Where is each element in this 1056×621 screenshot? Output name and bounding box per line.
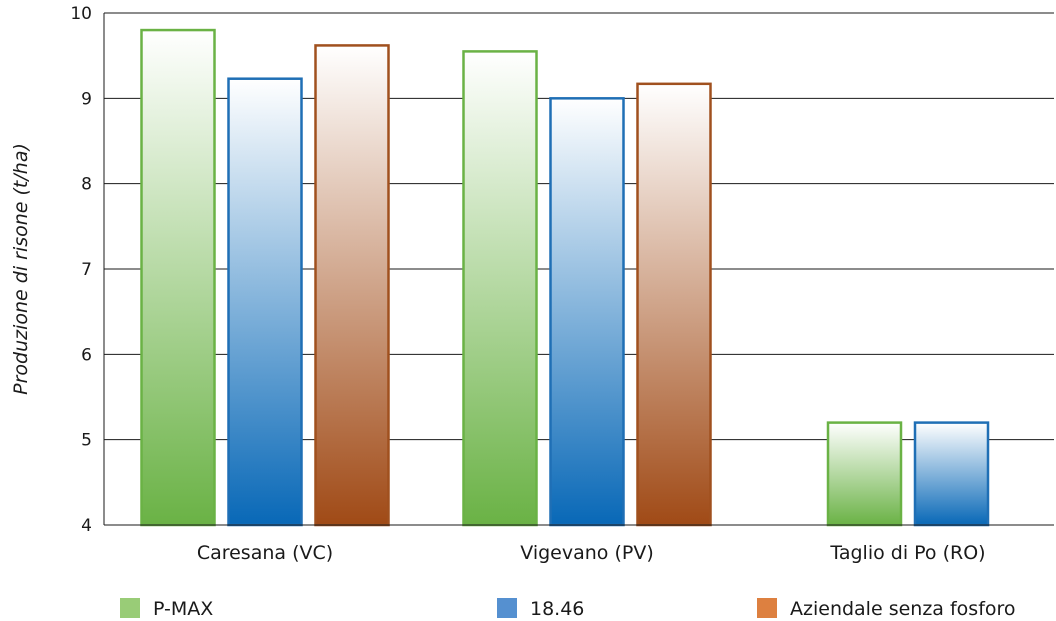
y-tick-label: 9 [81, 89, 92, 109]
legend-swatch [497, 598, 517, 618]
legend-swatch [757, 598, 777, 618]
bar-p-max-2 [462, 50, 538, 527]
bar-18-46-3 [913, 421, 990, 527]
bar-p-max-1 [140, 28, 216, 527]
bar-18-46-2 [549, 97, 625, 527]
legend-item: 18.46 [497, 598, 584, 620]
category-label: Vigevano (PV) [520, 542, 653, 564]
y-axis-label: Produzione di risone (t/ha) [10, 143, 32, 395]
legend: P-MAX 18.46 Aziendale senza fosforo [120, 598, 1016, 620]
y-tick-label: 5 [81, 431, 92, 451]
legend-label: 18.46 [530, 598, 584, 620]
axes [103, 13, 1054, 526]
category-labels: Caresana (VC) Vigevano (PV) Taglio di Po (… [197, 542, 986, 564]
category-label: Taglio di Po (RO) [829, 542, 985, 564]
y-tick-label: 7 [81, 260, 92, 280]
category-label: Caresana (VC) [197, 542, 333, 564]
y-tick-labels: 4 5 6 7 8 9 10 [70, 4, 92, 536]
bar-18-46-1 [227, 77, 303, 527]
bars [140, 28, 990, 527]
bar-p-max-3 [826, 421, 903, 527]
legend-item: Aziendale senza fosforo [757, 598, 1016, 620]
legend-item: P-MAX [120, 598, 213, 620]
y-tick-label: 6 [81, 345, 92, 365]
bar-aziendale-senza-fosforo-1 [314, 44, 390, 527]
legend-label: P-MAX [153, 598, 213, 620]
y-tick-label: 8 [81, 175, 92, 195]
y-tick-label: 4 [81, 516, 92, 536]
legend-label: Aziendale senza fosforo [790, 598, 1016, 620]
y-tick-label: 10 [70, 4, 92, 24]
legend-swatch [120, 598, 140, 618]
bar-aziendale-senza-fosforo-2 [636, 82, 712, 527]
